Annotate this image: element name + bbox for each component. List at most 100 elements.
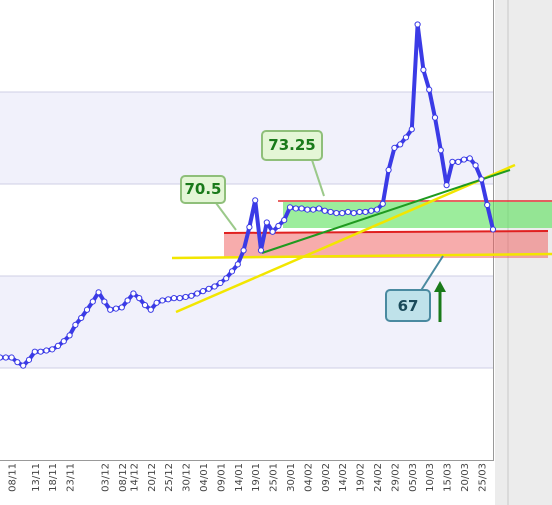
x-tick-label: 04/02: [303, 463, 314, 492]
data-point: [489, 226, 497, 233]
data-point: [449, 158, 456, 165]
data-point: [344, 208, 352, 216]
data-point: [78, 314, 85, 322]
data-point: [223, 275, 230, 282]
x-tick-label: 08/12: [118, 463, 129, 492]
data-point: [472, 162, 479, 169]
data-point: [339, 210, 346, 217]
data-point: [176, 295, 183, 302]
data-point: [321, 207, 328, 214]
support-line: [171, 252, 552, 260]
zone-green: [283, 202, 552, 228]
data-point: [443, 182, 450, 189]
data-point: [194, 290, 201, 297]
data-point: [315, 205, 323, 212]
data-point: [478, 176, 485, 183]
data-point: [281, 217, 288, 224]
x-tick-label: 29/02: [390, 463, 401, 492]
x-tick-label: 15/03: [443, 463, 454, 492]
data-point: [292, 205, 299, 212]
grid-band: [0, 92, 493, 184]
data-point: [286, 204, 294, 211]
callout-pointer: [215, 202, 237, 231]
data-point: [217, 279, 224, 287]
trend-line: [175, 163, 516, 314]
data-point: [298, 205, 305, 212]
data-point: [130, 290, 137, 297]
data-point: [408, 126, 415, 133]
data-point: [466, 155, 473, 162]
data-point: [397, 141, 404, 148]
x-tick-label: 09/02: [321, 463, 332, 492]
data-point: [460, 156, 468, 163]
data-point: [431, 114, 439, 121]
x-axis: 08/11 13/11 18/11 23/11 03/12 08/12 14/12 20/12…: [8, 463, 489, 492]
data-point: [95, 289, 102, 296]
data-point: [20, 362, 27, 369]
data-point: [205, 285, 212, 292]
callout-box: [385, 289, 431, 322]
data-point: [455, 158, 462, 165]
x-tick-label: 03/12: [100, 463, 111, 492]
data-point: [165, 296, 172, 303]
data-point: [257, 247, 265, 254]
x-tick-label: 05/03: [408, 463, 419, 492]
data-point: [368, 207, 375, 214]
data-point: [14, 359, 21, 366]
data-point: [54, 342, 62, 349]
data-point: [101, 298, 108, 305]
data-point: [25, 356, 33, 363]
data-point: [391, 144, 398, 151]
data-point: [484, 201, 491, 209]
x-tick-label: 14/02: [338, 463, 349, 492]
data-point: [252, 197, 259, 204]
data-point: [379, 200, 386, 207]
data-point: [141, 302, 149, 309]
x-tick-label: 19/01: [251, 463, 262, 492]
data-point: [112, 305, 120, 312]
arrow-head: [434, 281, 446, 292]
data-point: [153, 299, 160, 306]
data-point: [49, 346, 56, 353]
data-point: [43, 347, 50, 354]
x-tick-label: 19/02: [356, 463, 367, 492]
data-point: [327, 208, 334, 216]
x-tick-label: 30/01: [286, 463, 297, 492]
x-tick-label: 20/03: [460, 463, 471, 492]
data-point: [188, 292, 195, 299]
data-point: [8, 354, 15, 361]
data-point: [124, 297, 131, 304]
x-tick-label: 18/11: [48, 463, 59, 492]
x-tick-label: 08/11: [8, 463, 19, 492]
callout-box: [180, 175, 226, 204]
x-tick-label: 25/12: [164, 463, 175, 492]
series: [0, 21, 497, 369]
x-tick-label: 13/11: [31, 463, 42, 492]
x-tick-label: 25/01: [269, 463, 280, 492]
data-point: [373, 206, 381, 213]
data-point: [350, 210, 357, 217]
data-point: [228, 268, 236, 275]
callout-label: 67: [398, 297, 419, 315]
data-point: [362, 208, 369, 216]
x-tick-label: 20/12: [147, 463, 158, 492]
data-point: [118, 304, 125, 311]
data-point: [89, 298, 96, 305]
callout-label: 70.5: [184, 180, 221, 198]
data-point: [310, 206, 317, 213]
data-point: [437, 147, 444, 154]
data-point: [136, 295, 143, 302]
data-point: [72, 321, 79, 329]
data-point: [234, 261, 241, 268]
x-tick-label: 23/11: [66, 463, 77, 492]
data-point: [275, 222, 282, 230]
data-point: [147, 306, 154, 313]
data-point: [83, 306, 91, 313]
x-tick-label: 25/03: [477, 463, 488, 492]
data-point: [211, 283, 218, 290]
data-point: [420, 66, 427, 73]
data-point: [356, 208, 363, 216]
grid: [0, 91, 493, 369]
data-point: [426, 86, 433, 93]
data-point: [333, 210, 340, 217]
